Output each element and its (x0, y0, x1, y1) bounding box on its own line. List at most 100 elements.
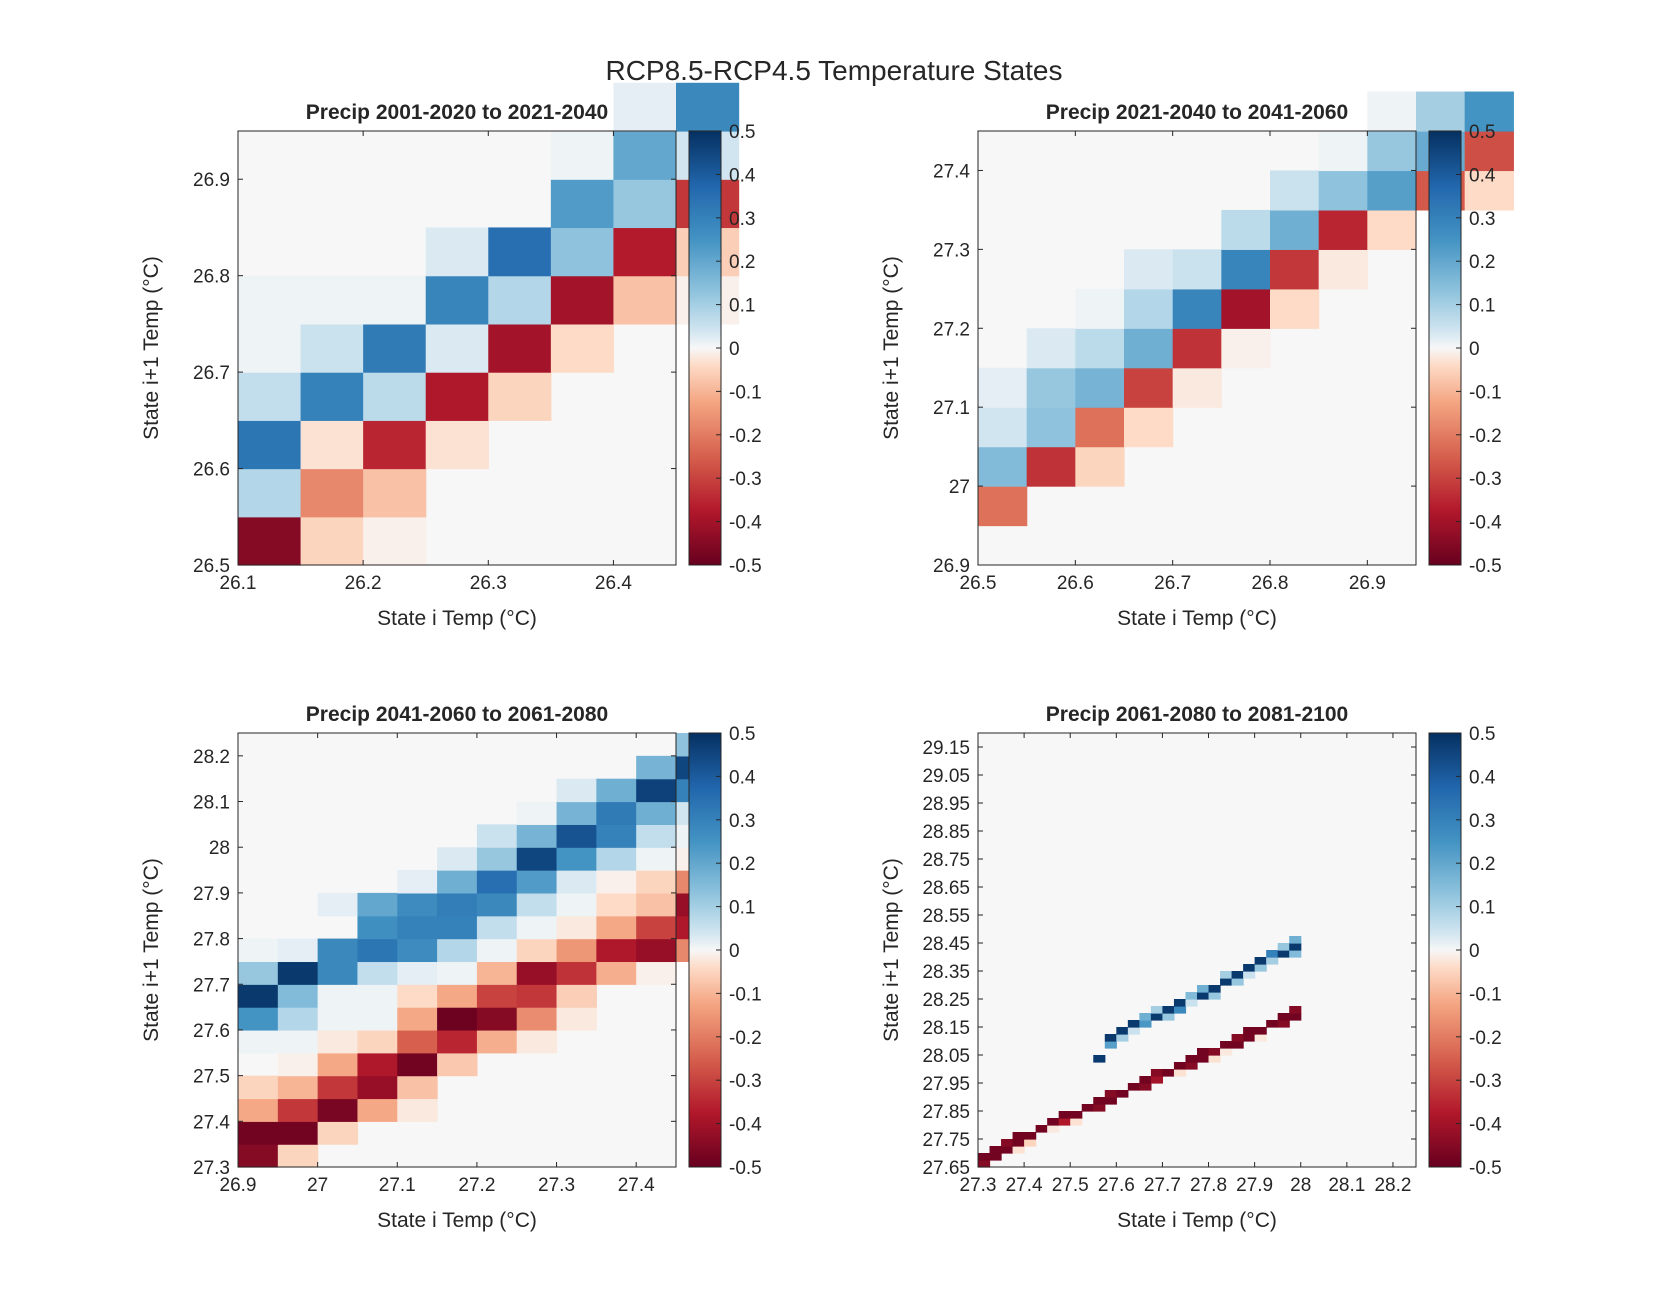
heatmap-cell (357, 1007, 398, 1031)
y-tick-label: 27.85 (922, 1102, 970, 1123)
heatmap-cell (1124, 367, 1174, 408)
heatmap-cell (1075, 367, 1125, 408)
y-tick-label: 27.5 (193, 1067, 230, 1088)
heatmap-cell (357, 892, 398, 917)
heatmap-cell (1150, 1006, 1164, 1014)
heatmap-cell (1093, 1104, 1106, 1112)
heatmap-cell (425, 275, 489, 325)
heatmap-cell (437, 892, 478, 917)
heatmap-cell (300, 323, 364, 373)
y-tick-label: 27.8 (193, 930, 230, 951)
y-tick-label: 27.3 (193, 1158, 230, 1179)
heatmap-cell (1173, 1062, 1187, 1070)
heatmap-cell (277, 1098, 319, 1122)
heatmap-cell (238, 984, 279, 1008)
heatmap-cell (613, 275, 677, 325)
x-tick-label: 26.2 (345, 573, 382, 594)
heatmap-cell (636, 847, 677, 871)
heatmap-cell (1277, 1013, 1290, 1021)
x-axis-label: State i Temp (°C) (1117, 607, 1277, 630)
subplot-4: 27.3 27.4 27.5 27.6 27.7 27.8 27.9 28 28.1 28.2 27… (880, 703, 1502, 1232)
colorbar: 0.5 0.4 0.3 0.2 0.1 0 -0.1 -0.2 -0.3 -0.4 -0.5 (688, 122, 762, 577)
figure-title: RCP8.5-RCP4.5 Temperature States (605, 55, 1062, 86)
subplot-2: 26.5 26.6 26.7 26.8 26.9 26.9 27 27.1 27.2 27.3 27… (880, 91, 1514, 630)
heatmap-cell (1026, 328, 1076, 369)
heatmap-cell (556, 938, 597, 963)
heatmap-cell (425, 420, 489, 470)
colorbar-tick-label: -0.4 (1469, 1115, 1502, 1136)
heatmap-cell (277, 1007, 319, 1031)
heatmap-cell (556, 778, 597, 803)
heatmap-cell (357, 1075, 398, 1100)
heatmap-cell (238, 468, 302, 518)
y-tick-label: 27.75 (922, 1130, 970, 1151)
heatmap-cell (1124, 407, 1174, 448)
heatmap-cell (357, 984, 398, 1008)
heatmap-cell (1172, 249, 1222, 290)
heatmap-cell (277, 1075, 319, 1100)
heatmap-cell (1254, 964, 1267, 972)
heatmap-cell (1289, 943, 1302, 951)
heatmap-cell (476, 915, 518, 940)
heatmap-cell (516, 892, 558, 917)
heatmap-cell (1058, 1111, 1071, 1119)
colorbar-tick-label: 0.1 (1469, 898, 1495, 919)
y-tick-label: 27.7 (193, 975, 230, 996)
y-tick-label: 28.85 (922, 822, 970, 843)
heatmap-cell (1318, 170, 1368, 211)
colorbar-tick-label: 0.3 (1469, 209, 1495, 230)
x-tick-label: 27.3 (960, 1175, 997, 1196)
axes-box (237, 732, 677, 1168)
heatmap-cell (516, 984, 558, 1008)
heatmap-cell (277, 961, 319, 985)
colorbar-tick-label: -0.1 (729, 984, 762, 1005)
heatmap-cell (317, 1029, 359, 1054)
heatmap-cell (1243, 964, 1256, 972)
heatmap-cell (1243, 971, 1256, 979)
heatmap-cell (1139, 1083, 1152, 1091)
heatmap-cell (1464, 91, 1514, 132)
heatmap-cell (277, 1144, 319, 1168)
x-tick-label: 27.4 (618, 1175, 655, 1196)
heatmap-cell (1185, 1062, 1198, 1070)
x-tick-label: 27.7 (1144, 1175, 1181, 1196)
heatmap-cell (556, 801, 597, 825)
heatmap-cell (516, 961, 558, 985)
heatmap-cell (1197, 1055, 1210, 1063)
heatmap-cell (636, 938, 677, 963)
heatmap-cell (1070, 1111, 1083, 1119)
heatmap-cell (238, 1098, 279, 1122)
x-tick-label: 27.9 (1236, 1175, 1273, 1196)
heatmap-cell (1231, 971, 1244, 979)
heatmap-cell (357, 1029, 398, 1054)
y-axis-label: State i+1 Temp (°C) (140, 256, 163, 440)
heatmap-cell (550, 131, 615, 180)
heatmap-cell (1116, 1034, 1129, 1042)
heatmap-cell (1139, 1076, 1152, 1084)
heatmap-cell (476, 1007, 518, 1031)
heatmap-cell (397, 1075, 438, 1100)
heatmap-cell (1254, 1034, 1267, 1042)
x-tick-label: 28.2 (1374, 1175, 1411, 1196)
heatmap-cell (556, 892, 597, 917)
heatmap-cell (1220, 1041, 1233, 1049)
heatmap-cell (556, 847, 597, 871)
heatmap-cell (613, 131, 677, 180)
colorbar-tick-label: -0.2 (1469, 1028, 1502, 1049)
heatmap-cell (1116, 1027, 1129, 1035)
heatmap-cell (1172, 328, 1222, 369)
y-tick-label: 27 (949, 477, 970, 498)
heatmap-cell (1012, 1132, 1025, 1140)
heatmap-cell (317, 1007, 359, 1031)
heatmap-cell (989, 1146, 1002, 1154)
colorbar-tick-label: 0.1 (729, 898, 755, 919)
plot-area (978, 733, 1416, 1167)
heatmap-cell (636, 915, 677, 940)
heatmap-cell (1220, 971, 1233, 979)
y-tick-label: 28.55 (922, 906, 970, 927)
colorbar: 0.5 0.4 0.3 0.2 0.1 0 -0.1 -0.2 -0.3 -0.4 -0.5 (1428, 122, 1502, 577)
heatmap-cell (1270, 288, 1320, 329)
heatmap-cell (397, 1029, 438, 1054)
heatmap-cell (1277, 1020, 1290, 1028)
heatmap-cell (1277, 950, 1290, 958)
